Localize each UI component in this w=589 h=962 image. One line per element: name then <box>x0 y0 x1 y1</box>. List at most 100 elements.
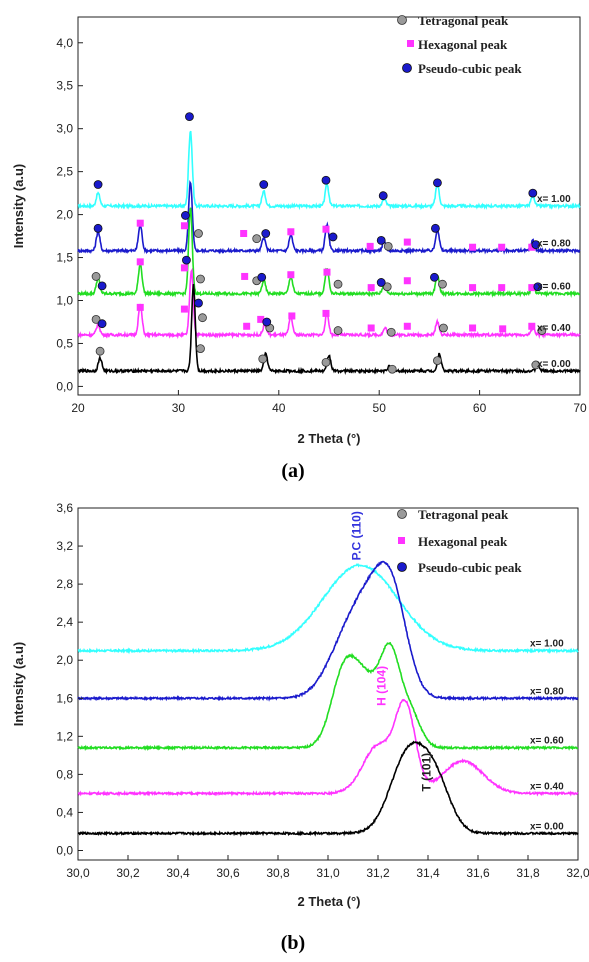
peak-annotation: T (101) <box>420 753 434 792</box>
panel-a-x-ticks: 20 30 40 50 60 70 <box>71 390 587 415</box>
panel-b-x-axis-label: 2 Theta (°) <box>298 894 361 909</box>
hexagonal-peak-marker <box>322 309 330 317</box>
tetragonal-peak-marker <box>196 274 205 284</box>
pseudo-cubic-peak-marker <box>328 232 338 242</box>
hexagonal-peak-marker <box>469 324 477 332</box>
x-tick-label: 32,0 <box>566 866 589 880</box>
hexagonal-peak-marker <box>498 243 506 251</box>
tetragonal-peak-marker <box>258 354 268 364</box>
tetragonal-legend-marker <box>397 509 407 519</box>
legend-tetragonal: Tetragonal peak <box>418 13 509 28</box>
hexagonal-peak-marker <box>180 305 188 313</box>
pseudo-cubic-peak-marker <box>433 178 442 188</box>
series-line-x-0-00 <box>77 740 579 837</box>
tetragonal-peak-marker <box>439 323 448 333</box>
hexagonal-peak-marker <box>136 303 144 311</box>
series-line-x-0-60 <box>77 641 579 752</box>
x-tick-label: 30 <box>172 401 186 415</box>
x-tick-label: 30,6 <box>216 866 240 880</box>
series-line-x-0-60 <box>77 207 581 298</box>
series-line-x-0-40 <box>77 698 579 797</box>
pseudo-cubic-peak-marker <box>376 235 386 245</box>
pseudo-cubic-peak-marker <box>97 281 107 291</box>
tetragonal-peak-marker <box>196 344 205 354</box>
panel-a-markers <box>91 112 547 374</box>
hexagonal-peak-marker <box>366 242 374 250</box>
x-tick-label: 30,0 <box>66 866 90 880</box>
y-tick-label: 2,4 <box>56 615 73 629</box>
panel-b-chart: 30,0 30,2 30,4 30,6 30,8 31,0 31,2 31,4 31,6 31,8… <box>11 501 589 909</box>
y-tick-label: 4,0 <box>56 36 73 50</box>
hexagonal-peak-marker <box>469 243 477 251</box>
hexagonal-peak-marker <box>367 324 375 332</box>
tetragonal-peak-marker <box>321 357 331 367</box>
y-tick-label: 0,5 <box>56 336 73 350</box>
tetragonal-peak-marker <box>95 346 105 356</box>
y-tick-label: 3,5 <box>56 79 73 93</box>
hexagonal-peak-marker <box>403 277 411 285</box>
tetragonal-peak-marker <box>252 234 262 244</box>
pseudo-cubic-peak-marker <box>376 278 386 287</box>
pseudo-cubic-peak-marker <box>431 223 440 233</box>
legend-tetragonal: Tetragonal peak <box>418 507 509 522</box>
hexagonal-legend-marker <box>398 537 405 544</box>
pseudo-cubic-legend-marker <box>397 562 407 572</box>
pseudo-cubic-peak-marker <box>321 175 331 185</box>
panel-a-y-ticks: 0,0 0,5 1,0 1,5 2,0 2,5 3,0 3,5 4,0 <box>56 36 83 393</box>
pseudo-cubic-peak-marker <box>97 319 107 329</box>
pseudo-cubic-peak-marker <box>430 272 439 282</box>
series-label: x= 0.40 <box>530 781 564 792</box>
panel-b-legend: Tetragonal peak Hexagonal peak Pseudo-cu… <box>397 507 522 575</box>
panel-b-series-labels: x= 1.00 x= 0.80 x= 0.60 x= 0.40 x= 0.00 <box>530 639 564 833</box>
legend-pseudo-cubic: Pseudo-cubic peak <box>418 560 522 575</box>
x-tick-label: 30,4 <box>166 866 190 880</box>
y-tick-label: 1,6 <box>56 691 73 705</box>
y-tick-label: 1,0 <box>56 294 73 308</box>
pseudo-cubic-peak-marker <box>194 298 203 308</box>
hexagonal-peak-marker <box>136 219 144 227</box>
y-tick-label: 2,8 <box>56 577 73 591</box>
hexagonal-peak-marker <box>287 271 295 279</box>
hexagonal-peak-marker <box>243 322 251 330</box>
pseudo-cubic-peak-marker <box>93 223 103 233</box>
y-tick-label: 2,0 <box>56 208 73 222</box>
hexagonal-peak-marker <box>469 284 477 292</box>
pseudo-cubic-peak-marker <box>259 180 269 189</box>
panel-b-y-ticks: 0,0 0,4 0,8 1,2 1,6 2,0 2,4 2,8 3,2 3,6 <box>56 501 83 857</box>
series-line-x-1-00 <box>77 563 579 655</box>
pseudo-cubic-peak-marker <box>378 191 388 201</box>
legend-hexagonal: Hexagonal peak <box>418 37 508 52</box>
tetragonal-peak-marker <box>438 279 447 289</box>
tetragonal-peak-marker <box>537 326 547 335</box>
hexagonal-peak-marker <box>240 229 248 237</box>
series-label: x= 0.60 <box>530 736 564 747</box>
tetragonal-peak-marker <box>333 279 343 289</box>
hexagonal-peak-marker <box>528 322 536 330</box>
tetragonal-peak-marker <box>386 327 396 337</box>
hexagonal-peak-marker <box>257 315 265 323</box>
hexagonal-peak-marker <box>322 225 330 233</box>
tetragonal-legend-marker <box>397 15 407 25</box>
y-tick-label: 1,2 <box>56 729 73 743</box>
panel-b-caption: (b) <box>281 932 305 954</box>
series-label: x= 1.00 <box>537 194 571 205</box>
y-tick-label: 3,6 <box>56 501 73 515</box>
legend-pseudo-cubic: Pseudo-cubic peak <box>418 61 522 76</box>
panel-b-annotations: P.C (110) H (104) T (101) <box>350 511 434 791</box>
pseudo-cubic-peak-marker <box>533 282 543 292</box>
y-tick-label: 1,5 <box>56 251 73 265</box>
panel-b-y-axis-label: Intensity (a.u) <box>11 642 26 727</box>
x-tick-label: 31,4 <box>416 866 440 880</box>
peak-annotation: P.C (110) <box>350 511 364 560</box>
y-tick-label: 2,0 <box>56 653 73 667</box>
pseudo-cubic-peak-marker <box>185 112 194 122</box>
x-tick-label: 31,0 <box>316 866 340 880</box>
tetragonal-peak-marker <box>383 241 393 251</box>
series-label: x= 0.80 <box>537 239 571 250</box>
hexagonal-peak-marker <box>403 322 411 330</box>
pseudo-cubic-peak-marker <box>182 255 191 265</box>
pseudo-cubic-peak-marker <box>531 240 541 250</box>
panel-a-y-axis-label: Intensity (a.u) <box>11 164 26 249</box>
y-tick-label: 0,4 <box>56 805 73 819</box>
